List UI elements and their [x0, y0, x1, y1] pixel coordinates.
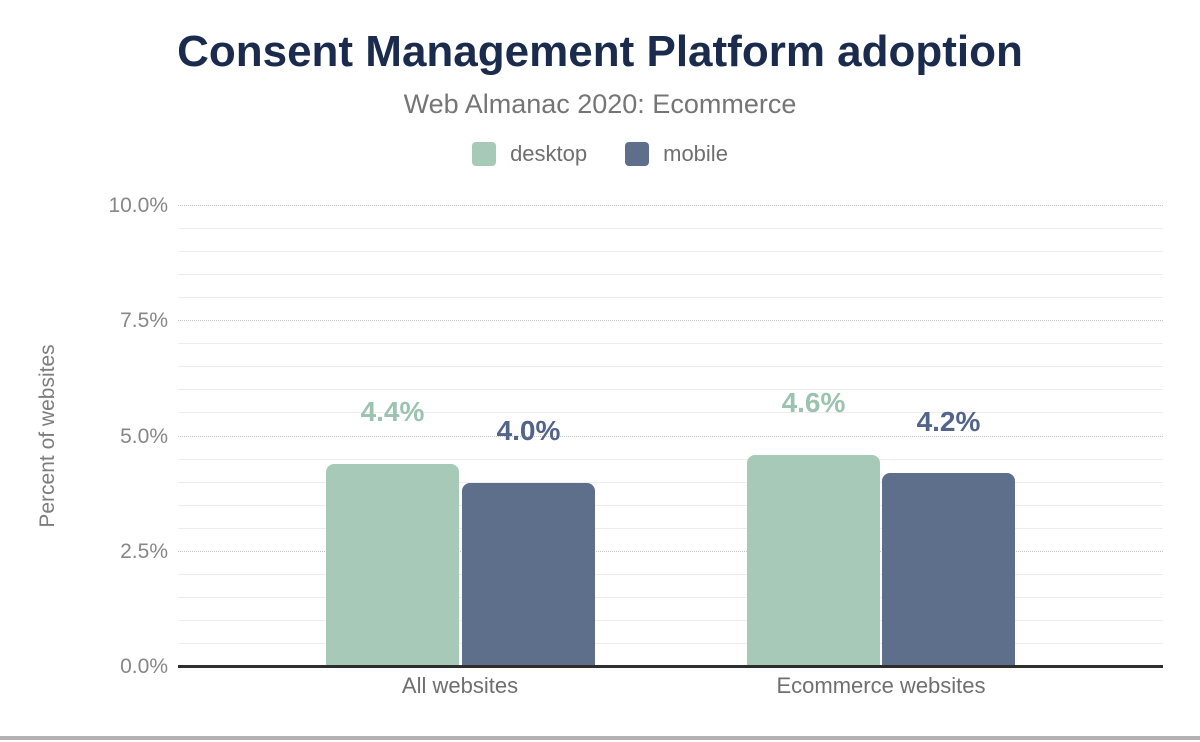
mobile-swatch-icon: [625, 142, 650, 166]
bar-value-desktop-all-websites: 4.4%: [360, 396, 425, 428]
bar-mobile-ecommerce-websites[interactable]: [882, 473, 1015, 667]
gridline: [178, 527, 1163, 529]
gridline: [178, 573, 1163, 575]
gridline: [178, 205, 1163, 206]
bar-value-mobile-all-websites: 4.0%: [496, 414, 561, 446]
chart-title: Consent Management Platform adoption: [177, 27, 1023, 76]
gridline: [178, 481, 1163, 483]
legend-label-mobile: mobile: [663, 141, 728, 166]
x-axis-line: [178, 665, 1163, 668]
legend-item-desktop[interactable]: desktop: [472, 141, 587, 167]
gridline: [178, 389, 1163, 391]
legend: desktop mobile: [0, 141, 1200, 167]
gridline: [178, 251, 1163, 253]
bar-desktop-all-websites[interactable]: [326, 464, 459, 667]
x-label-all-websites: All websites: [401, 673, 519, 698]
legend-item-mobile[interactable]: mobile: [625, 141, 728, 167]
legend-label-desktop: desktop: [510, 141, 588, 166]
y-tick-0: 0.0%: [120, 655, 168, 678]
gridline: [178, 435, 1163, 437]
y-tick-10: 10.0%: [108, 194, 168, 217]
gridline: [178, 596, 1163, 598]
gridline: [178, 343, 1163, 345]
gridline: [178, 297, 1163, 299]
gridline: [178, 274, 1163, 276]
y-tick-7-5: 7.5%: [120, 309, 168, 333]
plot-area: 4.4% 4.0% 4.6% 4.2%: [178, 205, 1163, 668]
x-axis-labels: All websites Ecommerce websites: [0, 673, 1200, 701]
bar-value-desktop-ecommerce-websites: 4.6%: [781, 387, 846, 419]
gridline: [178, 550, 1163, 552]
gridline: [178, 619, 1163, 621]
chart-subtitle: Web Almanac 2020: Ecommerce: [403, 89, 797, 119]
y-tick-5: 5.0%: [120, 424, 168, 448]
gridline: [178, 412, 1163, 414]
bar-mobile-all-websites[interactable]: [462, 482, 595, 667]
gridline: [178, 458, 1163, 460]
gridline: [178, 320, 1163, 322]
y-axis-ticks: 0.0% 2.5% 5.0% 7.5% 10.0%: [0, 194, 168, 678]
bar-value-mobile-ecommerce-websites: 4.2%: [916, 405, 981, 437]
gridline: [178, 642, 1163, 644]
gridline: [178, 228, 1163, 230]
y-tick-2-5: 2.5%: [120, 539, 168, 563]
desktop-swatch-icon: [472, 142, 497, 166]
x-label-ecommerce-websites: Ecommerce websites: [776, 673, 986, 698]
footer-divider: [0, 736, 1200, 740]
gridline: [178, 366, 1163, 368]
gridline: [178, 504, 1163, 506]
bar-desktop-ecommerce-websites[interactable]: [747, 454, 880, 667]
